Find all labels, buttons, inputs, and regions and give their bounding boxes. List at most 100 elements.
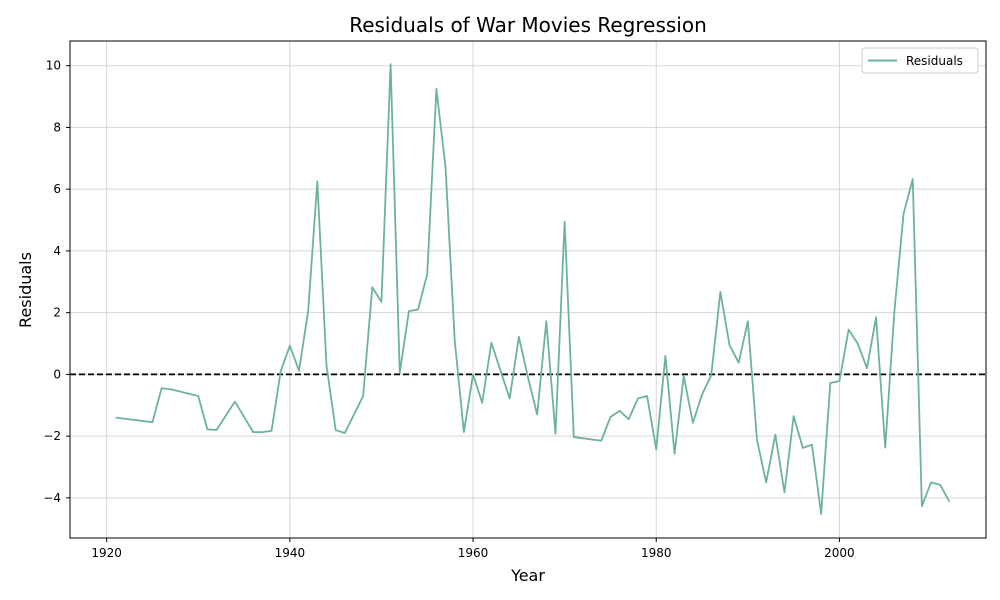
grid: [70, 41, 986, 538]
data-point: [655, 448, 657, 450]
data-point: [545, 320, 547, 322]
data-point: [692, 422, 694, 424]
data-point: [417, 309, 419, 311]
data-point: [646, 395, 648, 397]
x-tick-label: 2000: [824, 546, 855, 560]
data-point: [536, 414, 538, 416]
series-line-residuals: [115, 63, 951, 515]
data-point: [783, 491, 785, 493]
data-point: [573, 436, 575, 438]
data-point: [838, 380, 840, 382]
data-point: [271, 430, 273, 432]
data-point: [500, 370, 502, 372]
data-point: [609, 416, 611, 418]
data-point: [325, 364, 327, 366]
data-point: [490, 342, 492, 344]
data-point: [170, 388, 172, 390]
data-point: [527, 376, 529, 378]
data-point: [738, 362, 740, 364]
axis-ticks: 1920 1940 1960 1980 2000 −4 −2 0 2 4 6 8 10: [43, 59, 854, 560]
data-point: [371, 286, 373, 288]
data-point: [811, 444, 813, 446]
y-tick-label: 2: [53, 306, 61, 320]
data-point: [252, 431, 254, 433]
data-point: [701, 393, 703, 395]
data-point: [280, 370, 282, 372]
data-point: [564, 221, 566, 223]
data-point: [939, 484, 941, 486]
data-point: [362, 395, 364, 397]
data-point: [472, 373, 474, 375]
y-tick-label: −2: [43, 429, 61, 443]
x-axis-label: Year: [510, 566, 545, 585]
data-point: [719, 291, 721, 293]
data-point: [307, 310, 309, 312]
data-point: [921, 505, 923, 507]
data-point: [628, 418, 630, 420]
x-tick-label: 1940: [275, 546, 306, 560]
data-point: [380, 301, 382, 303]
data-point: [298, 370, 300, 372]
data-point: [729, 344, 731, 346]
y-tick-label: 0: [53, 367, 61, 381]
data-point: [390, 63, 392, 65]
data-point: [619, 410, 621, 412]
data-point: [316, 180, 318, 182]
data-point: [912, 178, 914, 180]
legend-box: [861, 47, 979, 74]
data-point: [344, 432, 346, 434]
data-point: [893, 310, 895, 312]
data-point: [435, 88, 437, 90]
y-axis-label: Residuals: [16, 252, 35, 328]
data-point: [454, 339, 456, 341]
data-point: [820, 513, 822, 515]
data-point: [948, 501, 950, 503]
data-point: [774, 434, 776, 436]
data-point: [637, 397, 639, 399]
data-point: [848, 329, 850, 331]
chart-title: Residuals of War Movies Regression: [349, 13, 707, 37]
legend-label-residuals: Residuals: [906, 54, 963, 68]
data-point: [930, 481, 932, 483]
data-point: [234, 401, 236, 403]
data-point: [683, 375, 685, 377]
y-tick-label: −4: [43, 491, 61, 505]
data-point: [161, 387, 163, 389]
data-point: [674, 453, 676, 455]
data-point: [829, 382, 831, 384]
data-point: [554, 433, 556, 435]
data-point: [289, 345, 291, 347]
y-tick-label: 10: [46, 59, 61, 73]
data-point: [664, 355, 666, 357]
data-point: [261, 431, 263, 433]
data-point: [115, 417, 117, 419]
data-point: [399, 372, 401, 374]
data-point: [756, 439, 758, 441]
data-point: [206, 428, 208, 430]
data-point: [335, 429, 337, 431]
y-tick-label: 8: [53, 120, 61, 134]
x-tick-label: 1920: [91, 546, 122, 560]
plot-area-frame: [69, 40, 987, 539]
data-point: [765, 481, 767, 483]
data-point: [426, 273, 428, 275]
data-point: [600, 440, 602, 442]
data-point: [802, 447, 804, 449]
x-tick-label: 1960: [458, 546, 489, 560]
y-tick-label: 6: [53, 182, 61, 196]
x-tick-label: 1980: [641, 546, 672, 560]
data-point: [875, 316, 877, 318]
data-point: [463, 431, 465, 433]
data-point: [216, 429, 218, 431]
data-point: [408, 310, 410, 312]
data-point: [793, 415, 795, 417]
series-layer: [115, 63, 951, 515]
data-point: [197, 395, 199, 397]
data-point: [884, 447, 886, 449]
data-point: [509, 397, 511, 399]
data-point: [857, 343, 859, 345]
legend: Residuals: [861, 47, 979, 74]
data-point: [866, 367, 868, 369]
